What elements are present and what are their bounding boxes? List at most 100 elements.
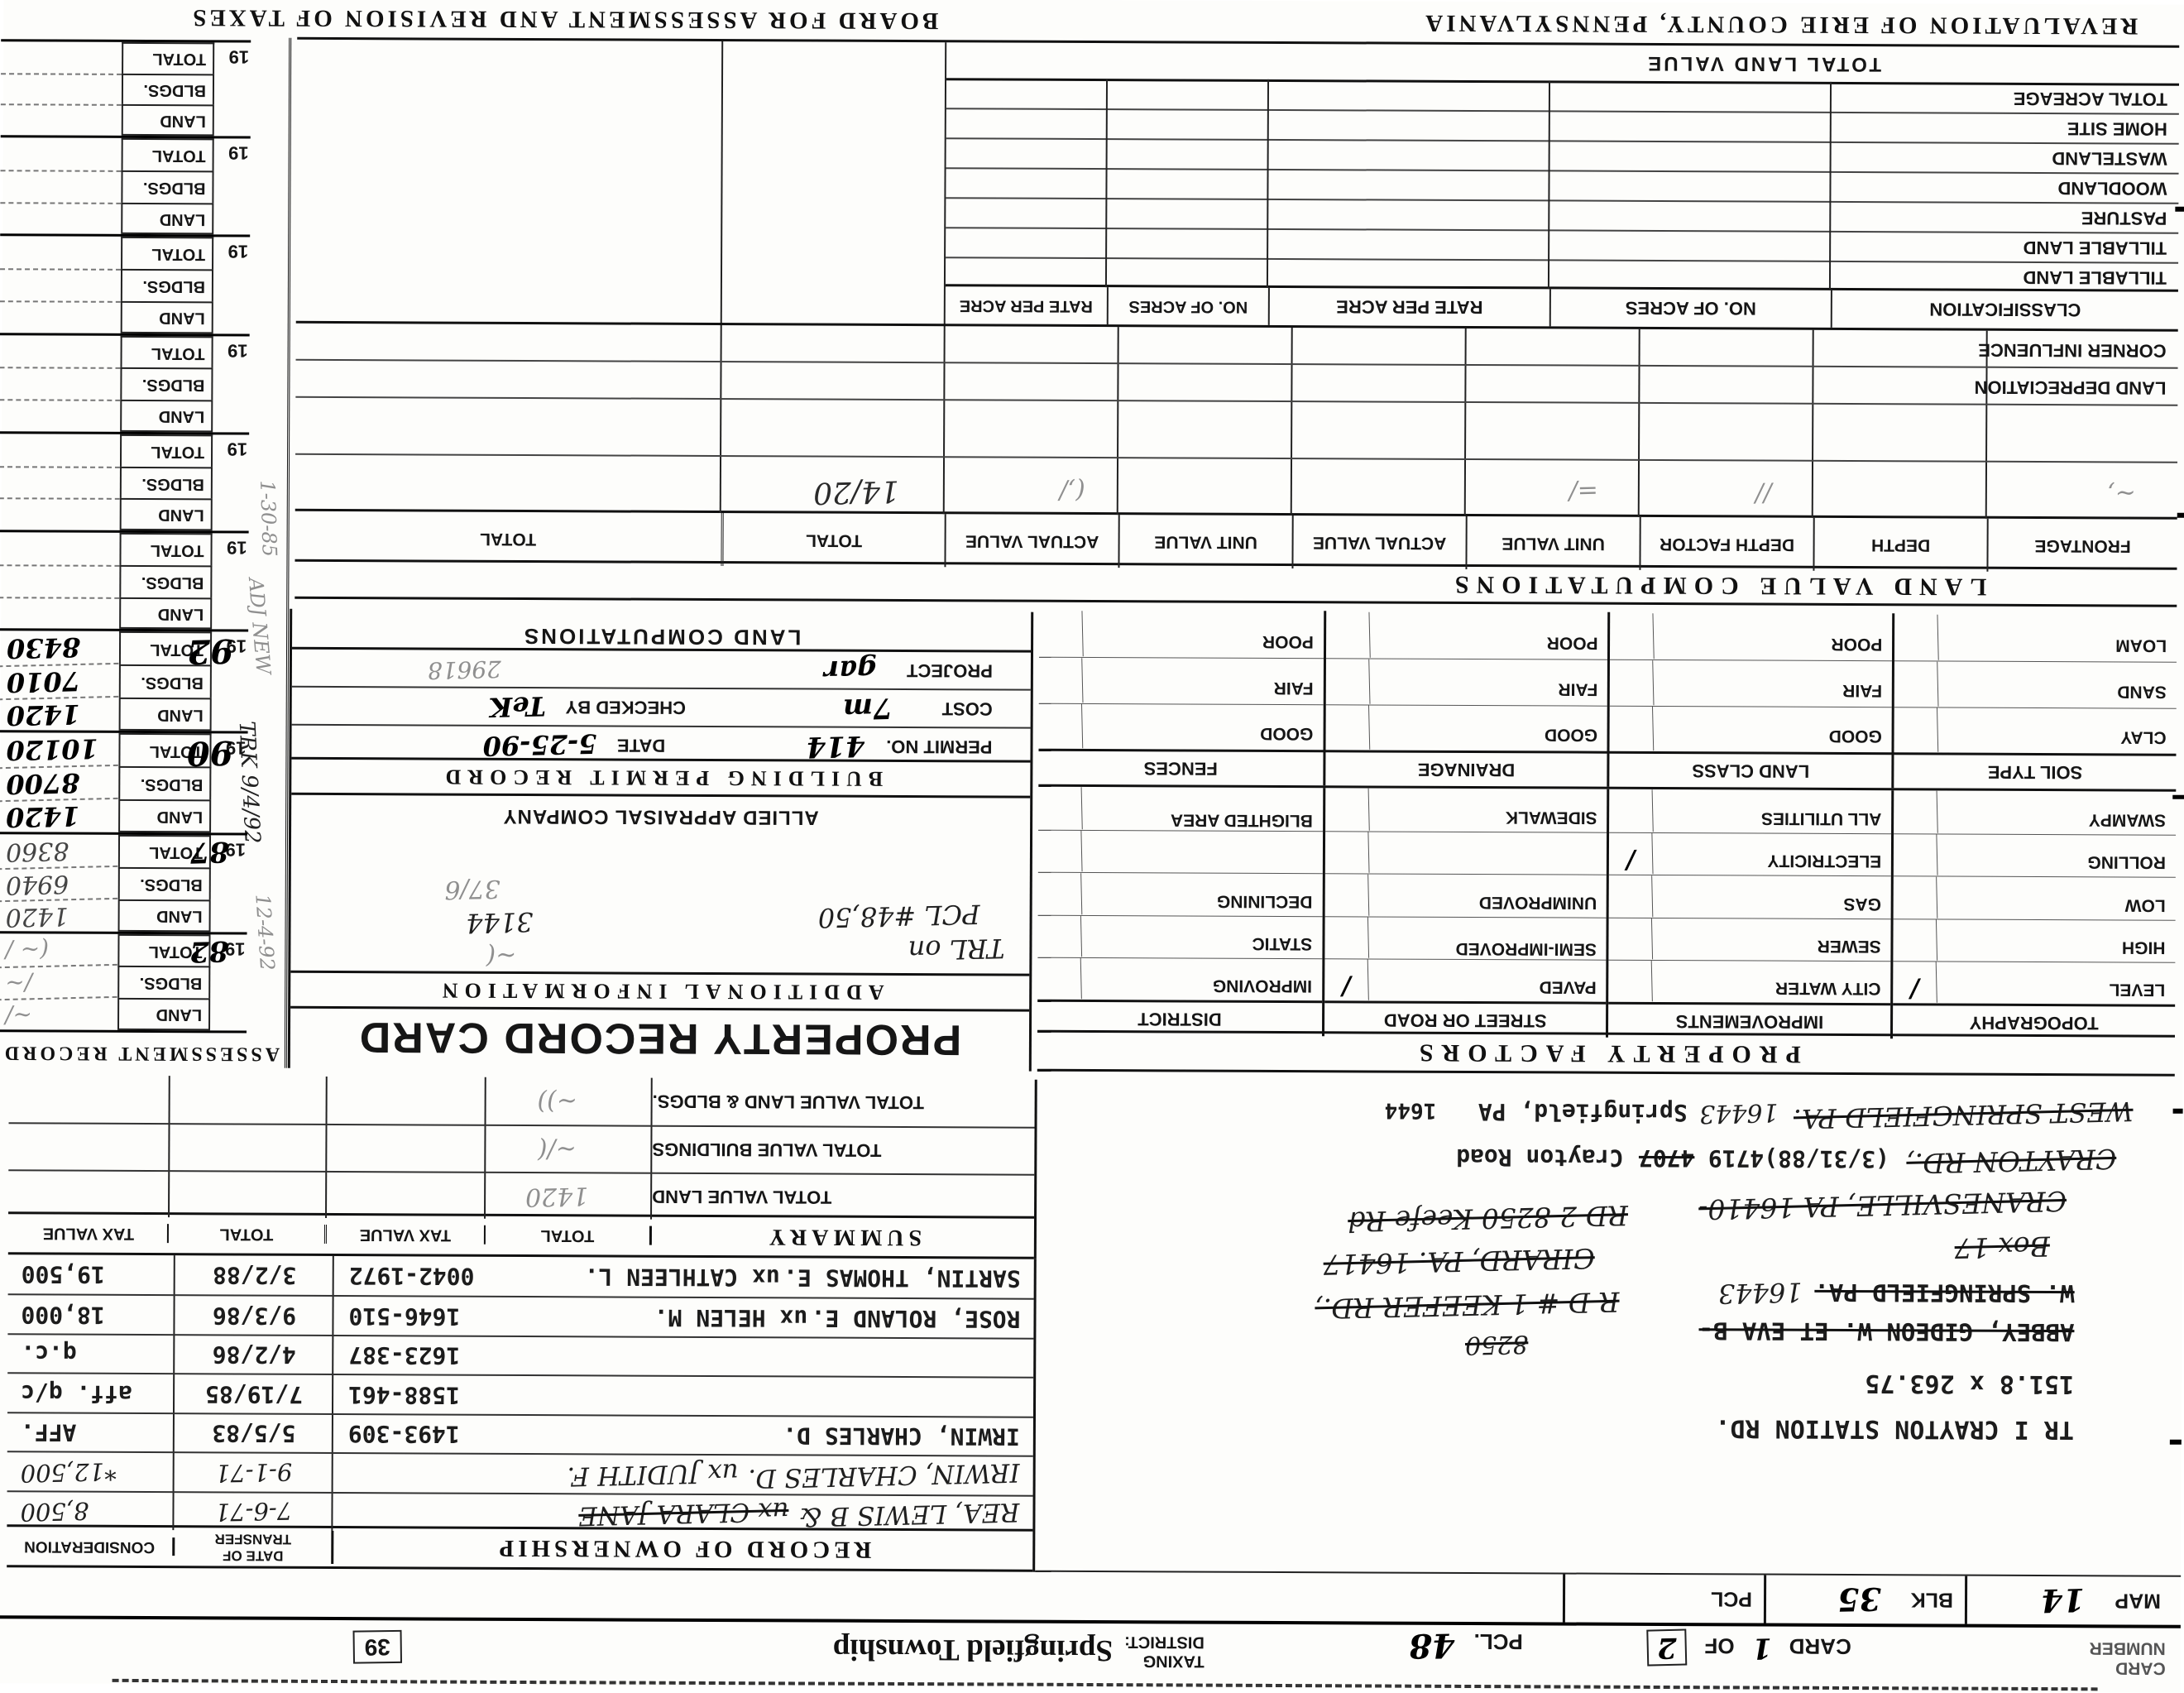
land-label: LAND xyxy=(118,799,212,833)
description-line2: 151.8 x 263.75 xyxy=(1865,1369,2075,1399)
summary-col-total-2: TOTAL xyxy=(168,1224,327,1245)
date-of-label: DATE OF xyxy=(223,1547,284,1564)
owner-name-cell: IRWIN, CHARLES D. ux JUDITH F. xyxy=(333,1454,1033,1494)
lvc-col-total-1: TOTAL xyxy=(721,513,945,568)
classification-row: TOTAL ACREAGE xyxy=(946,78,2180,113)
factor-label: DECLINING xyxy=(1216,891,1313,911)
checked-by-label: CHECKED BY xyxy=(565,697,687,718)
year-cell: 19 90 xyxy=(186,733,248,833)
bldgs-value xyxy=(0,465,120,499)
lvc-col-depth: DEPTH xyxy=(1813,517,1987,572)
factor-checkmark xyxy=(1038,657,1084,704)
map-box: MAP 14 xyxy=(1964,1575,2173,1625)
scan-artifact xyxy=(2172,794,2184,799)
factor-group-title: STREET OR ROAD xyxy=(1324,1000,1607,1038)
pcl2-label: PCL xyxy=(1710,1587,1753,1611)
lvc-col-unit-value-2: UNIT VALUE xyxy=(1118,515,1292,569)
factor-checkmark xyxy=(1609,659,1655,707)
lvc-title: LAND VALUE COMPUTATIONS xyxy=(1447,570,1987,601)
bldgs-value: 8700 xyxy=(0,765,119,801)
ownership-row: 1588-461 7/19/85 aff. q/c xyxy=(7,1372,1034,1417)
factor-checkmark xyxy=(1894,661,1939,707)
land-value: ~/ xyxy=(0,996,118,1032)
springfield-typed: Springfield, PA xyxy=(1478,1098,1688,1127)
lvc-col-total-2: TOTAL xyxy=(480,529,537,549)
owner-name2: ux CATHLEEN L. xyxy=(584,1263,780,1292)
year-prefix: 19 xyxy=(227,537,247,559)
factor-item: BLIGHTED AREA xyxy=(1037,787,1323,832)
total-value: 10120 xyxy=(6,732,99,767)
factor-label: ELECTRICITY xyxy=(1767,851,1882,871)
ownership-col-consideration: CONSIDERATION xyxy=(7,1537,175,1556)
middle-column: PROPERTY RECORD CARD ADDITIONAL INFORMAT… xyxy=(287,608,1034,1072)
factor-checkmark xyxy=(1893,876,1938,919)
lvc-hw-depth-factor: // xyxy=(1755,478,1773,508)
lvc-col-frontage: FRONTAGE xyxy=(1986,518,2177,573)
hw-rd2: RD 2 8250 Keefe Rd xyxy=(1347,1199,1629,1239)
factor-checkmark xyxy=(1609,789,1655,833)
owner-name: ROSE, ROLAND E. xyxy=(811,1304,1021,1333)
total-value: (~ / xyxy=(5,936,50,965)
lvc-rowline xyxy=(295,453,2178,463)
summary-row: TOTAL VALUE LAND & BLDGS. ~)) xyxy=(9,1075,1035,1126)
pcl-value: 48 xyxy=(1408,1625,1455,1666)
year-cell: 19 xyxy=(213,139,251,235)
factor-items: CLAY SAND LOAM xyxy=(1894,614,2177,754)
classification-label: TILLABLE LAND xyxy=(2023,266,2167,289)
factor-label: ALL UTILITIES xyxy=(1760,808,1882,829)
classification-row: HOME SITE xyxy=(946,108,2179,143)
factor-checkmark xyxy=(1324,659,1371,705)
factor-label: FAIR xyxy=(1273,678,1314,698)
owner-address-cranesville: CRANESVILLE, PA 16410- xyxy=(1698,1184,2067,1226)
assessment-group: 19 87 LAND BLDGS. TOTAL 1420 6940 8360 xyxy=(0,834,248,935)
bldgs-label: BLDGS. xyxy=(119,564,213,598)
factor-checkmark xyxy=(1894,707,1939,753)
total-land-value-label: TOTAL LAND VALUE xyxy=(1645,52,1882,76)
summary-title: SUMMARY xyxy=(764,1224,922,1251)
factor-item xyxy=(1037,829,1323,874)
factor-item: SEMI-IMPROVED xyxy=(1324,915,1607,960)
margin-note-3: ADJ NEW xyxy=(243,577,275,676)
factor-checkmark: / xyxy=(1608,832,1655,875)
total-label: TOTAL xyxy=(121,138,214,171)
lvc-hw-unit: =/ xyxy=(1569,476,1599,506)
info-number-3144: 3144 xyxy=(465,905,534,939)
bldgs-value xyxy=(0,367,121,400)
card-title: PROPERTY RECORD CARD xyxy=(357,1013,962,1064)
transfer-label: TRANSFER xyxy=(214,1531,292,1547)
year-cell: 19 xyxy=(213,434,250,530)
ownership-rows: REA, LEWIS B & ux CLARA JANE 7-6-71 8,50… xyxy=(7,1254,1034,1534)
owner-name-cell: 1588-461 xyxy=(333,1375,1033,1416)
factor-item: LEVEL / xyxy=(1892,961,2176,1005)
total-value xyxy=(1,137,122,170)
land-label: LAND xyxy=(119,597,213,630)
stamp-box: 39 xyxy=(352,1629,403,1664)
factor-checkmark xyxy=(1324,831,1370,875)
summary-value: 1420 xyxy=(524,1181,589,1212)
factor-item: DECLINING xyxy=(1037,872,1323,916)
year-prefix: 19 xyxy=(228,142,249,164)
factor-items: IMPROVING STATIC DECLINING BLIGHTED AREA xyxy=(1037,787,1323,1001)
bldgs-label: BLDGS. xyxy=(117,867,211,900)
owner-name-cell: IRWIN, CHARLES D. 1493-309 xyxy=(333,1415,1033,1456)
card-of-value: 2 xyxy=(1646,1628,1688,1667)
factor-item: ELECTRICITY / xyxy=(1608,832,1892,876)
summary-label: TOTAL VALUE LAND xyxy=(652,1187,832,1209)
values-col xyxy=(0,532,120,630)
assessment-record: ASSESSMENT RECORD 12-4-92 TRK 9/4/92 ADJ… xyxy=(0,36,292,1068)
owner-name-wrap: ROSE, ROLAND E. ux HELEN M. xyxy=(654,1303,1021,1332)
factor-item: LOW xyxy=(1893,875,2176,920)
year-prefix: 19 xyxy=(228,241,249,263)
permit-date-value: 5-25-90 xyxy=(482,727,598,762)
total-value xyxy=(0,335,121,367)
land-value xyxy=(0,596,120,630)
bldgs-value xyxy=(0,72,122,105)
blk-box: BLK 35 xyxy=(1763,1575,1966,1624)
factor-items: GOOD FAIR POOR xyxy=(1324,611,1608,751)
lvc-vline xyxy=(1637,329,1640,517)
bldgs-label: BLDGS. xyxy=(119,466,213,499)
bldgs-value xyxy=(0,564,120,597)
factor-group-title: TOPOGRAPHY xyxy=(1893,1003,2176,1040)
owner-name-cell: ROSE, ROLAND E. ux HELEN M. 1646-510 xyxy=(333,1297,1033,1337)
year-cell: 19 xyxy=(214,42,251,136)
